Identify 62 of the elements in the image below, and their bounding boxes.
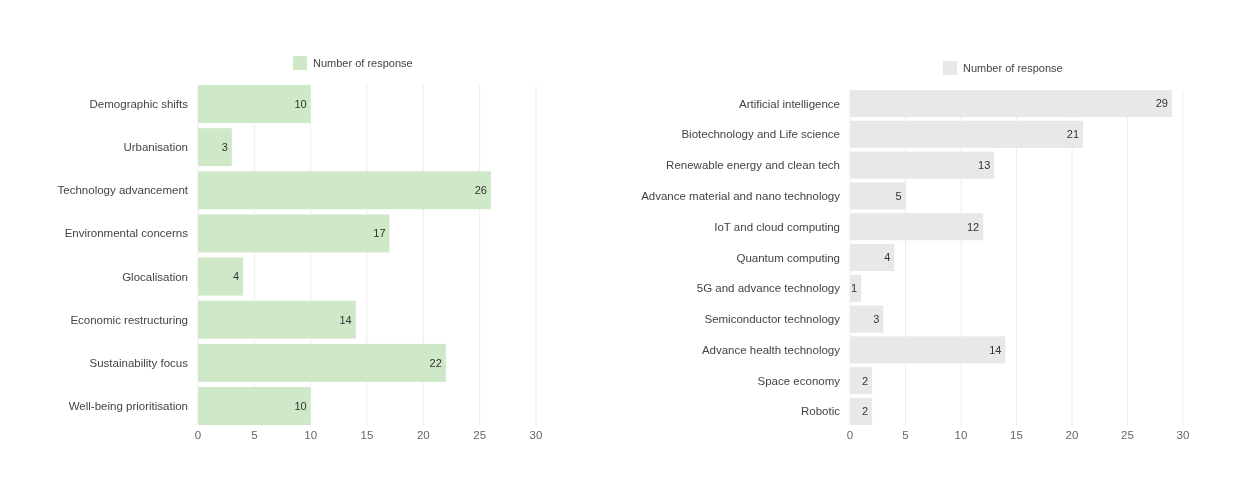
y-tick-label: 5G and advance technology (696, 282, 841, 295)
data-label: 4 (232, 270, 240, 283)
bar (198, 214, 390, 253)
x-tick-label: 30 (1176, 429, 1190, 441)
y-tick-label: Urbanisation (123, 141, 188, 154)
x-tick-label: 0 (194, 429, 202, 441)
data-label: 4 (884, 251, 891, 264)
x-tick-label: 20 (416, 429, 430, 441)
y-tick-label: Economic restructuring (70, 313, 188, 326)
data-label: 1 (850, 282, 858, 295)
data-label: 5 (895, 189, 902, 202)
data-label: 14 (339, 313, 352, 326)
data-label: 21 (1066, 128, 1080, 141)
y-tick-label: Advance material and nano technology (641, 189, 841, 202)
bar (198, 257, 244, 296)
y-tick-label: Environmental concerns (64, 227, 189, 240)
bar (198, 85, 311, 123)
legend-label: Number of response (313, 56, 413, 69)
x-tick-label: 25 (1121, 429, 1134, 441)
y-tick-label: IoT and cloud computing (714, 220, 840, 233)
y-tick-label: Technology advancement (57, 184, 189, 197)
data-label: 2 (862, 405, 869, 418)
bar (198, 128, 232, 167)
x-tick-label: 0 (846, 429, 854, 441)
y-tick-label: Demographic shifts (89, 98, 189, 111)
data-label: 3 (873, 312, 880, 325)
x-tick-label: 10 (304, 429, 318, 441)
y-tick-label: Glocalisation (122, 270, 188, 283)
x-tick-label: 30 (529, 429, 543, 441)
y-tick-label: Advance health technology (701, 343, 841, 356)
data-label: 13 (978, 158, 991, 171)
data-label: 14 (989, 343, 1002, 356)
data-label: 22 (429, 356, 442, 369)
x-tick-label: 5 (251, 429, 258, 441)
x-tick-label: 15 (360, 429, 374, 441)
bar (198, 300, 356, 339)
data-label: 17 (373, 227, 386, 240)
data-label: 26 (474, 184, 487, 197)
x-tick-label: 20 (1065, 429, 1079, 441)
x-tick-label: 25 (473, 429, 487, 441)
data-label: 12 (966, 220, 980, 233)
y-tick-label: Renewable energy and clean tech (666, 159, 840, 172)
x-tick-label: 10 (954, 429, 968, 441)
x-tick-label: 5 (902, 429, 909, 441)
y-tick-label: Sustainability focus (89, 356, 189, 369)
y-tick-label: Quantum computing (736, 251, 840, 264)
x-tick-label: 15 (1010, 429, 1023, 441)
data-label: 29 (1155, 97, 1168, 110)
data-label: 3 (221, 140, 228, 153)
data-label: 2 (862, 374, 869, 387)
bar (198, 387, 311, 425)
y-tick-label: Artificial intelligence (739, 97, 840, 110)
bar (198, 343, 446, 382)
data-label: 10 (294, 97, 307, 110)
y-tick-label: Biotechnology and Life science (681, 128, 840, 141)
y-tick-label: Semiconductor technology (704, 313, 841, 326)
legend-label: Number of response (963, 61, 1063, 74)
data-label: 10 (294, 399, 307, 412)
y-tick-label: Robotic (801, 405, 841, 418)
y-tick-label: Well-being prioritisation (68, 400, 188, 413)
bar (198, 171, 491, 210)
y-tick-label: Space economy (757, 374, 841, 387)
